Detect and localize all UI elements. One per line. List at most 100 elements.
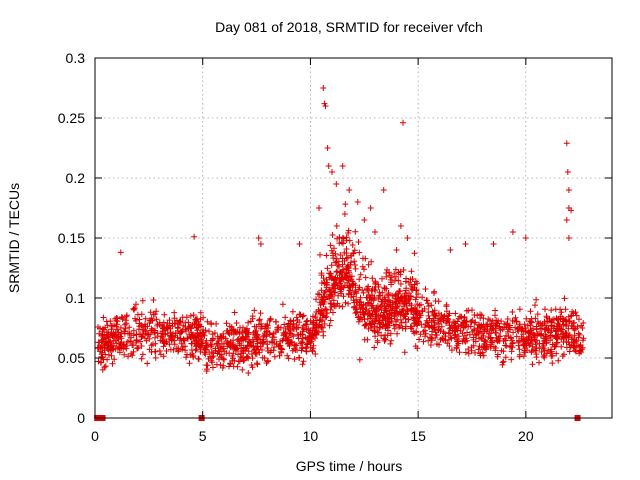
data-point xyxy=(180,336,187,343)
data-point xyxy=(212,345,219,352)
data-point xyxy=(396,324,402,331)
x-tick-label: 15 xyxy=(410,428,426,444)
data-point xyxy=(356,298,363,305)
data-point xyxy=(142,315,149,322)
data-point xyxy=(362,255,369,262)
data-point xyxy=(416,314,423,321)
data-point xyxy=(352,262,358,268)
data-point xyxy=(339,234,346,241)
data-point xyxy=(445,329,452,336)
data-point xyxy=(220,330,227,337)
data-point xyxy=(447,247,454,253)
data-point xyxy=(443,303,450,310)
data-point xyxy=(324,265,331,272)
data-point xyxy=(528,349,535,356)
data-point xyxy=(471,326,478,333)
data-point xyxy=(296,241,303,247)
data-point xyxy=(138,322,145,329)
data-point xyxy=(348,259,354,266)
data-point xyxy=(384,308,391,315)
data-point xyxy=(101,364,108,371)
data-point xyxy=(179,327,186,334)
data-point xyxy=(95,324,101,330)
data-point xyxy=(102,363,109,370)
data-point xyxy=(462,241,469,247)
data-point xyxy=(346,187,353,193)
data-point xyxy=(419,294,426,301)
data-point xyxy=(414,301,421,308)
data-point xyxy=(230,350,237,357)
data-point xyxy=(386,297,393,304)
data-point xyxy=(527,318,534,325)
data-point xyxy=(555,321,562,328)
data-point xyxy=(245,331,252,338)
data-point xyxy=(202,327,209,334)
data-point xyxy=(487,334,494,341)
data-point xyxy=(297,311,304,318)
data-point xyxy=(439,336,446,342)
data-point xyxy=(336,240,343,247)
data-point xyxy=(350,249,357,256)
data-point xyxy=(113,340,120,347)
data-point xyxy=(381,284,388,291)
data-point xyxy=(348,294,355,300)
data-point xyxy=(119,314,126,321)
data-point xyxy=(437,328,444,334)
data-point xyxy=(330,255,337,261)
data-point xyxy=(197,309,204,316)
data-point xyxy=(478,344,485,351)
data-point xyxy=(397,281,404,287)
x-axis-label: GPS time / hours xyxy=(296,458,403,474)
data-point xyxy=(422,286,429,292)
data-point xyxy=(539,343,546,350)
data-point xyxy=(229,357,236,364)
data-point xyxy=(523,315,530,322)
data-point xyxy=(169,336,176,343)
data-point xyxy=(492,347,499,354)
data-point xyxy=(493,337,500,344)
y-axis-label: SRMTID / TECUs xyxy=(6,183,22,293)
data-point xyxy=(171,341,178,348)
data-point xyxy=(504,320,511,327)
data-point xyxy=(204,342,211,349)
data-point xyxy=(235,338,242,345)
data-point xyxy=(533,326,540,333)
data-point xyxy=(323,306,330,313)
data-point xyxy=(95,345,102,352)
data-point xyxy=(452,320,459,327)
data-point xyxy=(369,275,376,282)
data-point xyxy=(317,251,323,258)
data-point xyxy=(390,322,397,329)
data-point xyxy=(513,333,520,340)
data-point xyxy=(139,333,146,340)
x-tick-label: 10 xyxy=(303,428,319,444)
data-point xyxy=(383,273,390,280)
data-point xyxy=(107,318,114,325)
data-point xyxy=(459,330,466,337)
data-point xyxy=(387,302,393,308)
data-point xyxy=(360,289,367,296)
data-point xyxy=(309,321,316,328)
data-point xyxy=(257,310,264,317)
data-point xyxy=(555,316,562,323)
data-point xyxy=(383,303,390,309)
data-point xyxy=(444,315,451,322)
data-point xyxy=(134,311,141,318)
data-point xyxy=(286,330,293,337)
data-point xyxy=(330,285,337,292)
data-point xyxy=(321,279,328,286)
data-point xyxy=(133,337,140,344)
data-point xyxy=(206,328,212,335)
data-point xyxy=(110,337,117,344)
data-point xyxy=(376,292,383,299)
data-point xyxy=(527,340,534,347)
data-point xyxy=(121,351,128,358)
data-point xyxy=(293,322,300,328)
data-point xyxy=(410,328,417,335)
data-point xyxy=(108,352,115,359)
data-point xyxy=(528,336,535,343)
data-point xyxy=(537,332,544,338)
data-point xyxy=(323,252,330,259)
data-point xyxy=(153,308,160,315)
data-point xyxy=(104,331,111,338)
